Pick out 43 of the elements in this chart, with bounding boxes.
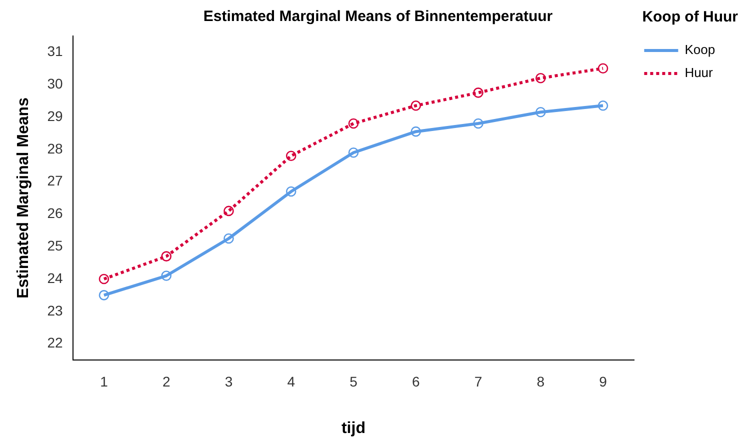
legend-label: Koop: [684, 42, 716, 58]
x-tick-label: 9: [599, 373, 608, 390]
y-tick-label: 28: [47, 140, 63, 156]
x-tick-label: 5: [350, 373, 358, 390]
point: [473, 88, 484, 98]
point: [535, 106, 546, 118]
x-tick-label: 3: [224, 373, 233, 390]
y-tick-label: 22: [47, 334, 63, 351]
x-axis-title: tijd: [341, 420, 366, 437]
point: [410, 126, 422, 137]
x-tick-label: 2: [162, 373, 170, 390]
y-tick-label: 31: [47, 43, 63, 60]
chart-title: Estimated Marginal Means of Binnentemperatuur: [203, 8, 553, 26]
point: [286, 150, 296, 162]
y-axis-title: Estimated Marginal Means: [15, 97, 32, 298]
x-tick-label: 8: [536, 373, 545, 390]
point: [98, 274, 110, 284]
point: [598, 63, 608, 74]
legend-label: Huur: [684, 65, 714, 80]
legend-title: Koop of Huur: [642, 8, 738, 26]
x-tick-label: 4: [287, 373, 296, 390]
y-tick-label: 23: [47, 302, 63, 318]
y-tick-label: 27: [47, 172, 63, 189]
point: [598, 100, 608, 111]
y-tick-label: 29: [47, 108, 63, 124]
point: [98, 290, 110, 300]
point: [224, 233, 234, 244]
point: [348, 147, 359, 158]
point: [286, 186, 296, 197]
point: [348, 118, 359, 129]
y-tick-label: 26: [47, 205, 63, 222]
point: [410, 100, 422, 111]
y-tick-label: 30: [47, 75, 63, 92]
x-tick-label: 7: [474, 373, 482, 390]
point: [161, 251, 172, 262]
x-tick-label: 6: [412, 373, 420, 390]
y-tick-label: 25: [47, 237, 63, 254]
point: [535, 72, 546, 84]
x-tick-label: 1: [100, 373, 108, 390]
y-tick-label: 24: [47, 270, 63, 286]
point: [473, 118, 484, 129]
point: [224, 206, 234, 216]
point: [161, 270, 172, 281]
